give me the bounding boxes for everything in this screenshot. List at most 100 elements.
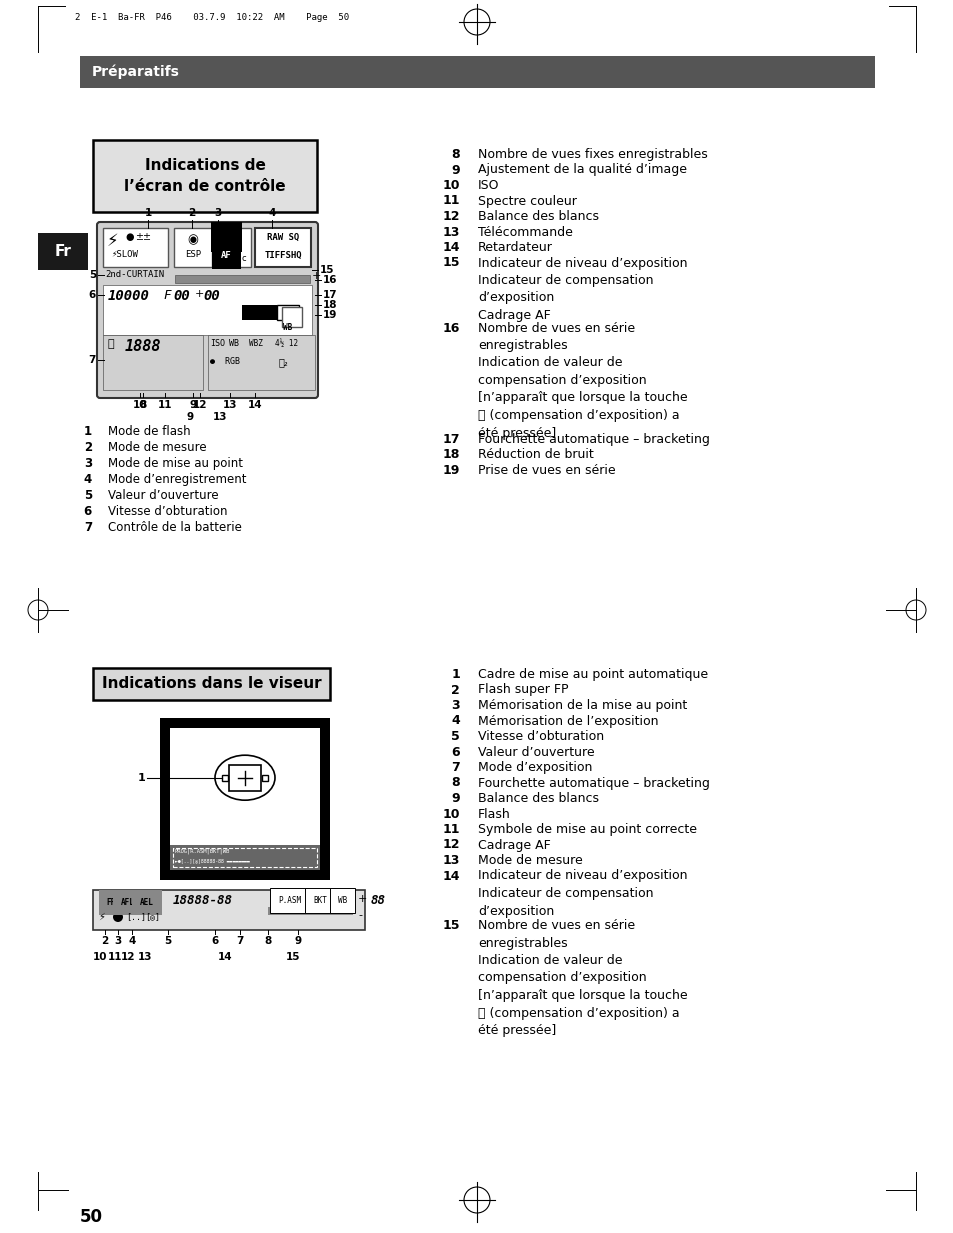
Text: 10000: 10000 [108, 289, 150, 303]
Text: Indicateur de niveau d’exposition
Indicateur de compensation
d’exposition
Cadrag: Indicateur de niveau d’exposition Indica… [477, 256, 687, 322]
Text: P.ASM: P.ASM [277, 896, 301, 905]
Text: 4: 4 [268, 208, 275, 218]
Text: 13: 13 [137, 952, 152, 962]
Text: 3: 3 [84, 457, 91, 470]
Text: 6: 6 [84, 506, 91, 518]
Text: FP: FP [107, 898, 115, 907]
Text: Valeur d’ouverture: Valeur d’ouverture [477, 746, 594, 758]
Text: ⚡: ⚡ [107, 232, 118, 250]
Text: Contrôle de la batterie: Contrôle de la batterie [108, 522, 242, 534]
Text: Flash: Flash [477, 808, 510, 820]
Text: Nombre de vues fixes enregistrables: Nombre de vues fixes enregistrables [477, 148, 707, 162]
Text: Mode de mesure: Mode de mesure [108, 441, 207, 454]
Text: 9: 9 [190, 399, 196, 411]
Text: Cadre de mise au point automatique: Cadre de mise au point automatique [477, 668, 707, 681]
Text: 11: 11 [442, 195, 459, 207]
Text: 2: 2 [188, 208, 195, 218]
Text: AFL: AFL [121, 898, 134, 907]
Text: Nombre de vues en série
enregistrables
Indication de valeur de
compensation d’ex: Nombre de vues en série enregistrables I… [477, 322, 687, 439]
Text: 14: 14 [217, 952, 233, 962]
Text: 15: 15 [319, 265, 335, 275]
Text: Indications dans le viseur: Indications dans le viseur [102, 677, 321, 692]
Text: 6: 6 [89, 290, 96, 300]
Text: 11: 11 [108, 952, 122, 962]
Text: 1888: 1888 [125, 339, 161, 354]
FancyBboxPatch shape [103, 228, 168, 268]
Text: 4: 4 [128, 936, 135, 946]
Text: +: + [312, 271, 321, 281]
Text: 6: 6 [212, 936, 218, 946]
Bar [282, 307, 302, 327]
Text: Balance des blancs: Balance des blancs [477, 792, 598, 805]
FancyBboxPatch shape [97, 222, 317, 398]
Text: Retardateur: Retardateur [477, 240, 553, 254]
Text: 12: 12 [442, 210, 459, 223]
Text: 19: 19 [442, 464, 459, 477]
Text: 15: 15 [442, 919, 459, 932]
Text: F: F [163, 289, 171, 302]
Text: Indicateur de niveau d’exposition
Indicateur de compensation
d’exposition: Indicateur de niveau d’exposition Indica… [477, 869, 687, 917]
Bar [38, 233, 88, 270]
Text: 1: 1 [137, 773, 145, 783]
Text: 7: 7 [84, 522, 91, 534]
Text: 4: 4 [451, 714, 459, 727]
Text: Vitesse d’obturation: Vitesse d’obturation [477, 730, 603, 743]
Bar [276, 305, 298, 321]
Text: WB: WB [229, 339, 239, 348]
FancyBboxPatch shape [208, 335, 314, 390]
Text: ►●[..][◎]88888-88 ▬▬▬▬▬▬▬▬: ►●[..][◎]88888-88 ▬▬▬▬▬▬▬▬ [174, 858, 250, 863]
Text: ◉: ◉ [188, 233, 198, 247]
Text: Fourchette automatique – bracketing: Fourchette automatique – bracketing [477, 433, 709, 446]
Text: 16: 16 [442, 322, 459, 334]
Text: 2nd-CURTAIN: 2nd-CURTAIN [105, 270, 164, 279]
Bar [262, 774, 268, 780]
Text: TIFFSHQ: TIFFSHQ [264, 252, 301, 260]
FancyBboxPatch shape [173, 228, 212, 268]
Text: 8: 8 [139, 399, 147, 411]
Text: 50: 50 [80, 1208, 103, 1226]
Text: Prise de vues en série: Prise de vues en série [477, 464, 615, 477]
Text: 18888-88: 18888-88 [172, 894, 233, 907]
Text: 16: 16 [323, 275, 337, 285]
Text: 1: 1 [451, 668, 459, 681]
Text: 🔋: 🔋 [108, 339, 114, 349]
Text: 2: 2 [451, 683, 459, 697]
Text: Mémorisation de l’exposition: Mémorisation de l’exposition [477, 714, 658, 727]
Bar [229, 764, 261, 790]
Text: MF: MF [221, 232, 233, 242]
Text: 5: 5 [451, 730, 459, 743]
Text: 1: 1 [84, 425, 91, 438]
Text: Fourchette automatique – bracketing: Fourchette automatique – bracketing [477, 777, 709, 789]
Text: AF: AF [221, 252, 232, 260]
Text: 9: 9 [186, 412, 193, 422]
Text: 13: 13 [442, 226, 459, 238]
Text: ISO: ISO [477, 179, 499, 192]
Bar [242, 305, 276, 321]
Text: 9: 9 [451, 164, 459, 176]
Text: Vitesse d’obturation: Vitesse d’obturation [108, 506, 227, 518]
Text: Nombre de vues en série
enregistrables
Indication de valeur de
compensation d’ex: Nombre de vues en série enregistrables I… [477, 919, 687, 1037]
Text: [◎]: [◎] [145, 912, 160, 921]
Text: 15: 15 [286, 952, 300, 962]
Bar [174, 275, 310, 284]
Text: Mode d’exposition: Mode d’exposition [477, 761, 592, 774]
Text: 14: 14 [442, 240, 459, 254]
Text: 8: 8 [451, 148, 459, 162]
Bar [170, 845, 319, 870]
Bar [92, 141, 316, 212]
Text: PROG|R.ASM|BKT|WB: PROG|R.ASM|BKT|WB [174, 848, 230, 853]
Text: AEL: AEL [140, 898, 153, 907]
Text: Réduction de bruit: Réduction de bruit [477, 449, 593, 461]
Bar [268, 907, 353, 915]
Text: 9: 9 [294, 936, 301, 946]
Text: Mode d’enregistrement: Mode d’enregistrement [108, 473, 246, 486]
Text: Valeur d’ouverture: Valeur d’ouverture [108, 490, 218, 502]
Text: 10: 10 [92, 952, 107, 962]
Text: 11: 11 [157, 399, 172, 411]
Text: Préparatifs: Préparatifs [91, 65, 180, 79]
Text: 5: 5 [89, 270, 96, 280]
Text: 13: 13 [442, 854, 459, 867]
Bar [92, 890, 365, 930]
Text: 2  E-1  Ba-FR  P46    03.7.9  10:22  AM    Page  50: 2 E-1 Ba-FR P46 03.7.9 10:22 AM Page 50 [75, 14, 349, 22]
Text: 11: 11 [442, 822, 459, 836]
